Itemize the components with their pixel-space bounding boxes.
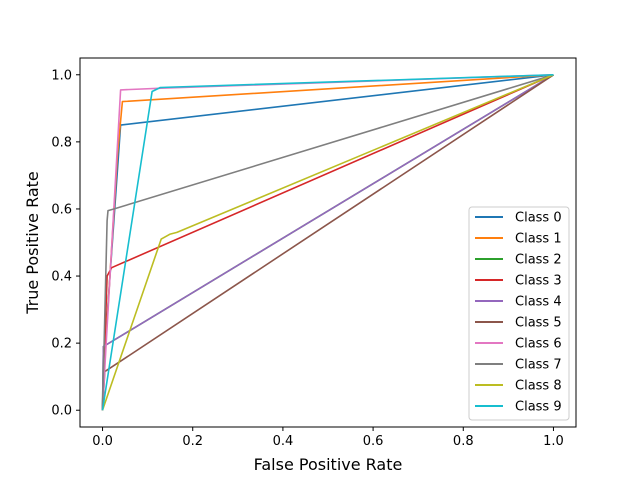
y-tick-label: 0.8 xyxy=(51,135,72,150)
series-line-class-7 xyxy=(101,74,554,411)
legend-label-class-3: Class 3 xyxy=(515,274,562,289)
x-tick-label: 0.2 xyxy=(182,434,203,449)
axes-frame xyxy=(79,57,577,428)
legend-label-class-4: Class 4 xyxy=(515,295,562,310)
x-tick-label: 0.0 xyxy=(92,434,113,449)
legend: Class 0 Class 1 Class 2 Class 3 Class 4 Class… xyxy=(468,206,570,421)
legend-label-class-1: Class 1 xyxy=(515,232,562,247)
series-line-class-9 xyxy=(101,74,554,411)
x-tick-label: 0.6 xyxy=(363,434,384,449)
y-axis-label: True Positive Rate xyxy=(23,171,42,315)
legend-label-class-9: Class 9 xyxy=(515,400,562,415)
legend-label-class-5: Class 5 xyxy=(515,316,562,331)
x-tick-label: 0.4 xyxy=(273,434,294,449)
legend-label-class-7: Class 7 xyxy=(515,358,562,373)
legend-label-class-6: Class 6 xyxy=(515,337,562,352)
legend-box xyxy=(468,206,570,421)
legend-label-class-8: Class 8 xyxy=(515,379,562,394)
x-tick-label: 1.0 xyxy=(543,434,564,449)
y-tick-label: 0.0 xyxy=(51,404,72,419)
tick-layer: 0.0 0.2 0.4 0.6 0.8 1.0 0.0 0.2 0.4 0.6 0.8 1.0 xyxy=(51,68,563,449)
x-tick-label: 0.8 xyxy=(453,434,474,449)
y-tick-label: 0.6 xyxy=(51,202,72,217)
legend-label-class-0: Class 0 xyxy=(515,211,562,226)
y-tick-label: 0.4 xyxy=(51,270,72,285)
series-layer xyxy=(101,74,554,411)
legend-label-class-2: Class 2 xyxy=(515,253,562,268)
y-tick-label: 0.2 xyxy=(51,337,72,352)
y-tick-label: 1.0 xyxy=(51,68,72,83)
series-line-class-8 xyxy=(101,74,554,411)
x-axis-label: False Positive Rate xyxy=(254,455,403,474)
